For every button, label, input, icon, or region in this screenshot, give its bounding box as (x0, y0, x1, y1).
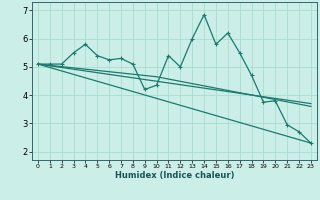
X-axis label: Humidex (Indice chaleur): Humidex (Indice chaleur) (115, 171, 234, 180)
